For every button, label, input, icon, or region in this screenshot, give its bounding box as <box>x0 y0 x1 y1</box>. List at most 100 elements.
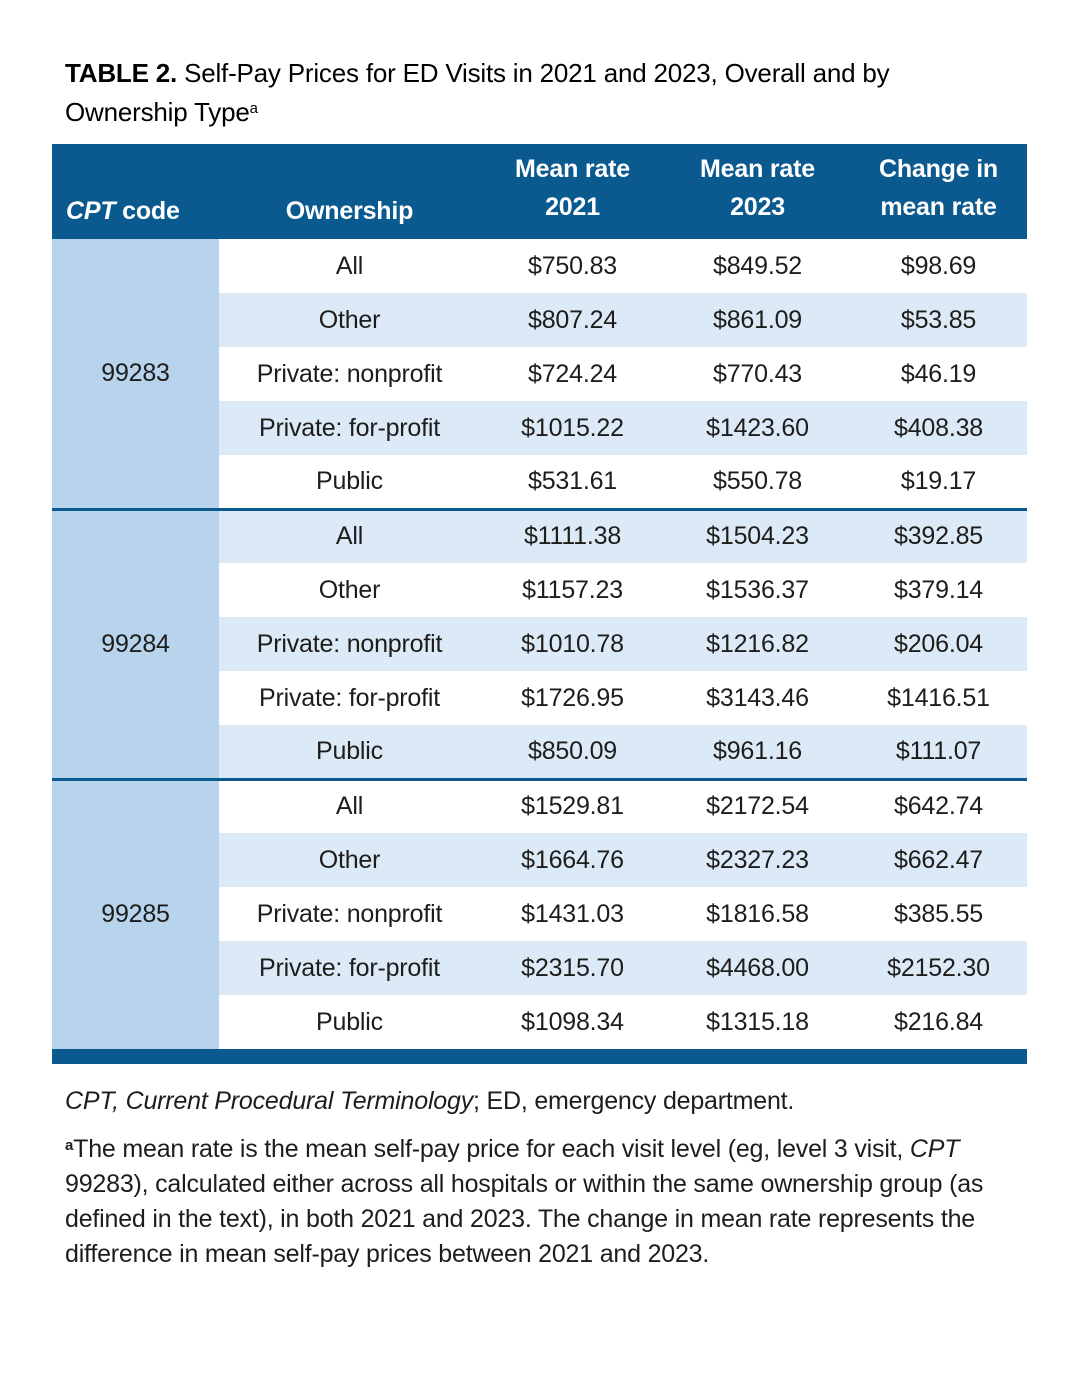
header-mean-rate-2023: Mean rate 2023 <box>665 144 850 239</box>
change-cell: $216.84 <box>850 995 1027 1049</box>
table-row: Other $1157.23 $1536.37 $379.14 <box>52 563 1027 617</box>
table-row: 99283 All $750.83 $849.52 $98.69 <box>52 239 1027 509</box>
header-change-in-mean-rate: Change in mean rate <box>850 144 1027 239</box>
ownership-cell: All <box>219 777 480 833</box>
cpt-code-cell: 99283 <box>52 239 219 509</box>
rate-2023-cell: $2327.23 <box>665 833 850 887</box>
rate-2023-cell: $2172.54 <box>665 777 850 833</box>
table-row: 99284 All $1111.38 $1504.23 $392.85 <box>52 507 1027 779</box>
cpt-abbrev: CPT <box>909 1135 960 1163</box>
change-cell: $662.47 <box>850 833 1027 887</box>
table-row: Public $1098.34 $1315.18 $216.84 <box>52 995 1027 1049</box>
change-cell: $46.19 <box>850 347 1027 401</box>
footnote-a: aThe mean rate is the mean self-pay pric… <box>65 1135 984 1268</box>
table-footer <box>52 1049 1027 1064</box>
table-row: Private: nonprofit $1431.03 $1816.58 $38… <box>52 887 1027 941</box>
rate-2021-cell: $1015.22 <box>480 401 665 455</box>
rate-2023-cell: $1315.18 <box>665 995 850 1049</box>
rate-2021-cell: $1431.03 <box>480 887 665 941</box>
rate-2021-cell: $807.24 <box>480 293 665 347</box>
abbreviation-italic: CPT, Current Procedural Terminology <box>65 1087 474 1115</box>
rate-2021-cell: $1010.78 <box>480 617 665 671</box>
change-cell: $385.55 <box>850 887 1027 941</box>
ownership-cell: All <box>219 507 480 563</box>
change-cell: $379.14 <box>850 563 1027 617</box>
rate-2023-cell: $3143.46 <box>665 671 850 725</box>
rate-2021-cell: $531.61 <box>480 455 665 509</box>
cpt-group-99285: 99285 All $1529.81 $2172.54 $642.74 Othe… <box>52 777 1027 1049</box>
title-footnote-marker: a <box>249 100 258 117</box>
ownership-cell: Other <box>219 833 480 887</box>
table-header: CPT code Ownership Mean rate 2021 Mean r… <box>52 144 1027 239</box>
table-row: Private: for-profit $2315.70 $4468.00 $2… <box>52 941 1027 995</box>
rate-2023-cell: $1536.37 <box>665 563 850 617</box>
change-cell: $1416.51 <box>850 671 1027 725</box>
ownership-cell: Private: for-profit <box>219 401 480 455</box>
header-row: CPT code Ownership Mean rate 2021 Mean r… <box>52 144 1027 239</box>
cpt-group-99283: 99283 All $750.83 $849.52 $98.69 Other $… <box>52 239 1027 509</box>
ownership-cell: Private: nonprofit <box>219 887 480 941</box>
table-row: Other $807.24 $861.09 $53.85 <box>52 293 1027 347</box>
table-row: Private: nonprofit $724.24 $770.43 $46.1… <box>52 347 1027 401</box>
table-title: TABLE 2. Self-Pay Prices for ED Visits i… <box>65 56 1010 130</box>
rate-2023-cell: $770.43 <box>665 347 850 401</box>
cpt-code-cell: 99285 <box>52 777 219 1049</box>
change-cell: $642.74 <box>850 777 1027 833</box>
rate-2021-cell: $2315.70 <box>480 941 665 995</box>
rate-2021-cell: $1529.81 <box>480 777 665 833</box>
rate-2021-cell: $1111.38 <box>480 507 665 563</box>
bottom-bar-row <box>52 1049 1027 1064</box>
rate-2023-cell: $4468.00 <box>665 941 850 995</box>
change-cell: $206.04 <box>850 617 1027 671</box>
rate-2023-cell: $1423.60 <box>665 401 850 455</box>
header-mean-rate-2021: Mean rate 2021 <box>480 144 665 239</box>
table-row: Private: for-profit $1015.22 $1423.60 $4… <box>52 401 1027 455</box>
cpt-abbrev: CPT <box>66 197 116 225</box>
rate-2021-cell: $724.24 <box>480 347 665 401</box>
ownership-cell: Public <box>219 725 480 779</box>
ownership-cell: Other <box>219 293 480 347</box>
change-cell: $53.85 <box>850 293 1027 347</box>
footnotes: CPT, Current Procedural Terminology; ED,… <box>65 1084 1005 1272</box>
ownership-cell: Private: nonprofit <box>219 347 480 401</box>
table-bottom-bar <box>52 1049 1027 1064</box>
footnote-a-marker: a <box>65 1137 74 1154</box>
rate-2021-cell: $1157.23 <box>480 563 665 617</box>
change-cell: $408.38 <box>850 401 1027 455</box>
change-cell: $392.85 <box>850 507 1027 563</box>
rate-2021-cell: $1664.76 <box>480 833 665 887</box>
rate-2021-cell: $750.83 <box>480 239 665 293</box>
rate-2023-cell: $849.52 <box>665 239 850 293</box>
page: TABLE 2. Self-Pay Prices for ED Visits i… <box>0 56 1079 1393</box>
abbreviation-note: CPT, Current Procedural Terminology; ED,… <box>65 1087 795 1115</box>
change-cell: $98.69 <box>850 239 1027 293</box>
rate-2023-cell: $550.78 <box>665 455 850 509</box>
rate-2023-cell: $1216.82 <box>665 617 850 671</box>
table-number-label: TABLE 2. <box>65 58 178 88</box>
rate-2021-cell: $1726.95 <box>480 671 665 725</box>
ownership-cell: Private: for-profit <box>219 671 480 725</box>
cpt-code-cell: 99284 <box>52 507 219 779</box>
self-pay-prices-table: CPT code Ownership Mean rate 2021 Mean r… <box>52 144 1027 1064</box>
table-row: Private: nonprofit $1010.78 $1216.82 $20… <box>52 617 1027 671</box>
header-cpt-code: CPT code <box>52 144 219 239</box>
table-row: Public $850.09 $961.16 $111.07 <box>52 725 1027 779</box>
table-row: Other $1664.76 $2327.23 $662.47 <box>52 833 1027 887</box>
table-row: Public $531.61 $550.78 $19.17 <box>52 455 1027 509</box>
table-row: 99285 All $1529.81 $2172.54 $642.74 <box>52 777 1027 1049</box>
header-ownership: Ownership <box>219 144 480 239</box>
ownership-cell: Public <box>219 455 480 509</box>
rate-2023-cell: $861.09 <box>665 293 850 347</box>
change-cell: $19.17 <box>850 455 1027 509</box>
change-cell: $111.07 <box>850 725 1027 779</box>
rate-2023-cell: $1816.58 <box>665 887 850 941</box>
ownership-cell: Other <box>219 563 480 617</box>
ownership-cell: Private: nonprofit <box>219 617 480 671</box>
table-row: Private: for-profit $1726.95 $3143.46 $1… <box>52 671 1027 725</box>
ownership-cell: Private: for-profit <box>219 941 480 995</box>
rate-2021-cell: $1098.34 <box>480 995 665 1049</box>
ownership-cell: Public <box>219 995 480 1049</box>
rate-2023-cell: $1504.23 <box>665 507 850 563</box>
change-cell: $2152.30 <box>850 941 1027 995</box>
rate-2023-cell: $961.16 <box>665 725 850 779</box>
